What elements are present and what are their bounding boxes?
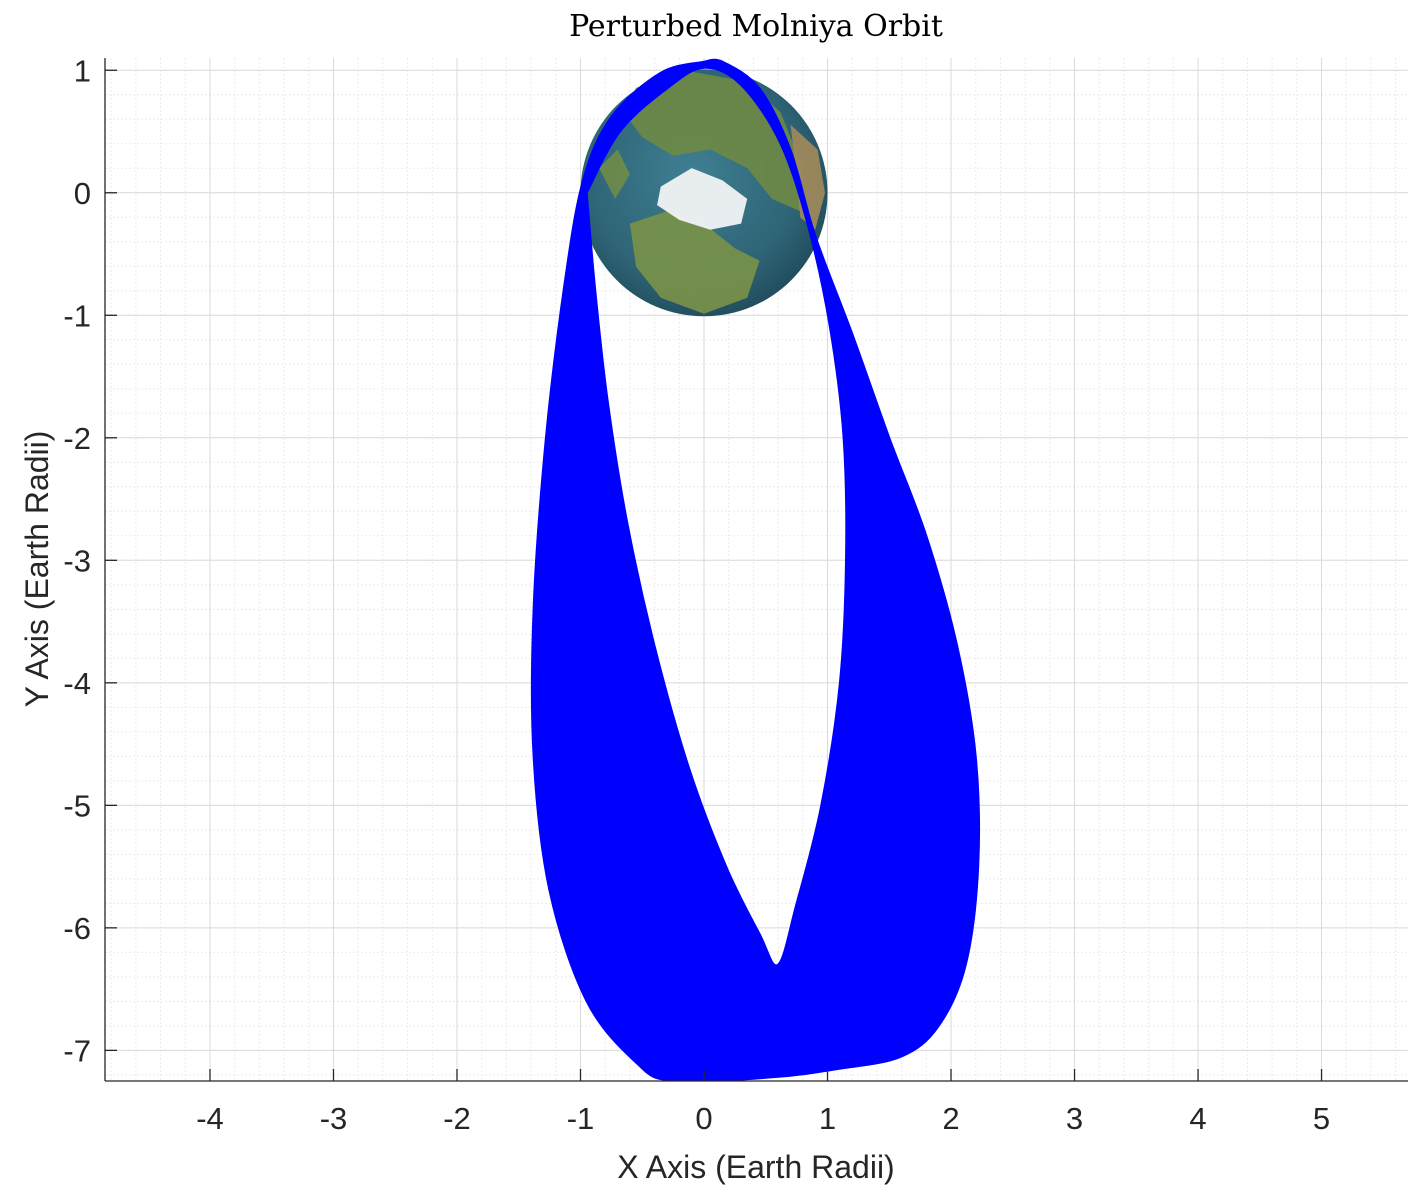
x-axis-label: X Axis (Earth Radii)	[617, 1149, 894, 1185]
continent-shape	[790, 124, 825, 230]
y-tick-label: -4	[63, 666, 91, 701]
polar-ice-shape	[657, 168, 748, 230]
y-tick-label: -5	[63, 788, 91, 823]
y-tick-label: 0	[74, 176, 91, 211]
x-tick-label: -1	[567, 1101, 595, 1136]
y-axis-label: Y Axis (Earth Radii)	[19, 431, 55, 708]
earth-polar-ice	[657, 168, 748, 230]
y-tick-label: -2	[63, 421, 91, 456]
continent-shape	[599, 149, 630, 199]
y-tick-label: -6	[63, 911, 91, 946]
x-tick-label: -3	[320, 1101, 348, 1136]
y-tick-label: -3	[63, 543, 91, 578]
y-ticks: 1 0 -1 -2 -3 -4 -5 -6 -7	[63, 53, 117, 1068]
x-tick-label: 3	[1066, 1101, 1083, 1136]
x-tick-label: -4	[196, 1101, 224, 1136]
axes-frame	[104, 58, 1408, 1082]
y-tick-label: -7	[63, 1033, 91, 1068]
earth-globe	[580, 69, 828, 317]
x-ticks: -4 -3 -2 -1 0 1 2 3 4 5	[196, 1069, 1330, 1136]
y-tick-label: -1	[63, 298, 91, 333]
continent-shape	[629, 211, 760, 314]
x-tick-label: 1	[819, 1101, 836, 1136]
x-tick-label: 5	[1313, 1101, 1330, 1136]
chart-title: Perturbed Molniya Orbit	[569, 9, 943, 44]
y-tick-label: 1	[74, 53, 91, 88]
x-tick-label: 4	[1189, 1101, 1206, 1136]
x-tick-label: -2	[443, 1101, 471, 1136]
orbit-trajectory-band	[530, 58, 981, 1081]
x-tick-label: 2	[942, 1101, 959, 1136]
x-tick-label: 0	[695, 1101, 712, 1136]
